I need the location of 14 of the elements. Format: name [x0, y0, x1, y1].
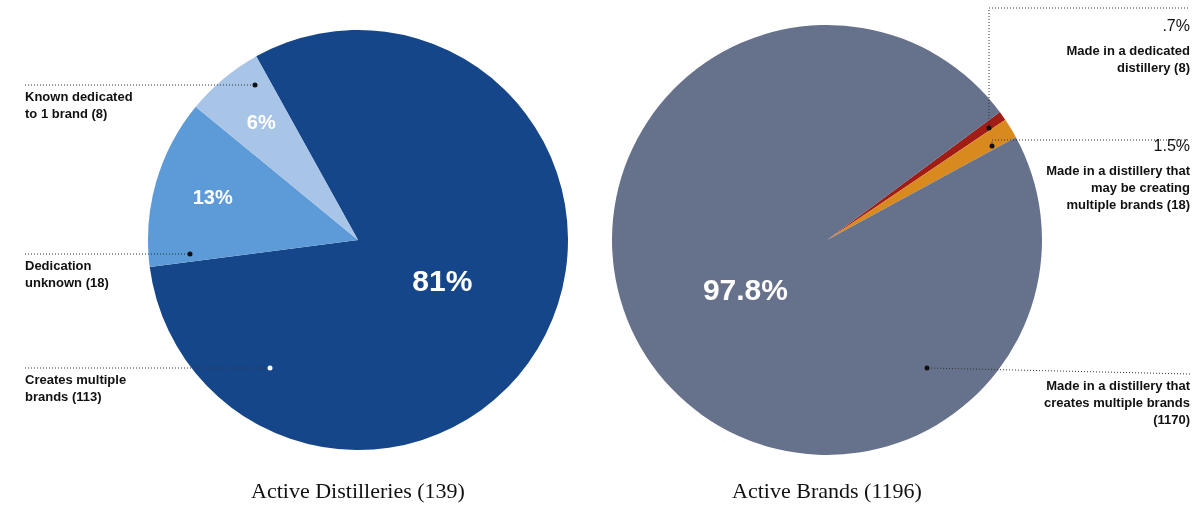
data-label: 13%	[192, 185, 233, 208]
slice-label: Known dedicated to 1 brand (8)	[25, 89, 133, 122]
slice-label: Made in a dedicated distillery (8)	[1066, 43, 1191, 76]
data-label: .7%	[1162, 17, 1190, 35]
slice-label: Dedication unknown (18)	[25, 258, 109, 291]
text: Active Distilleries (139)	[251, 477, 465, 503]
slice-label: Made in a distillery that creates multiple brands (1170)	[1044, 378, 1191, 428]
text: Active Brands (1196)	[732, 477, 922, 503]
data-label: 97.8%	[702, 273, 788, 307]
data-label: 81%	[412, 263, 473, 297]
slice-label: Creates multiple brands (113)	[25, 372, 127, 405]
data-label: 6%	[246, 111, 276, 134]
data-label: 1.5%	[1153, 137, 1190, 155]
slice-label: Made in a distillery that may be creating multiple brands (18)	[1046, 163, 1191, 213]
